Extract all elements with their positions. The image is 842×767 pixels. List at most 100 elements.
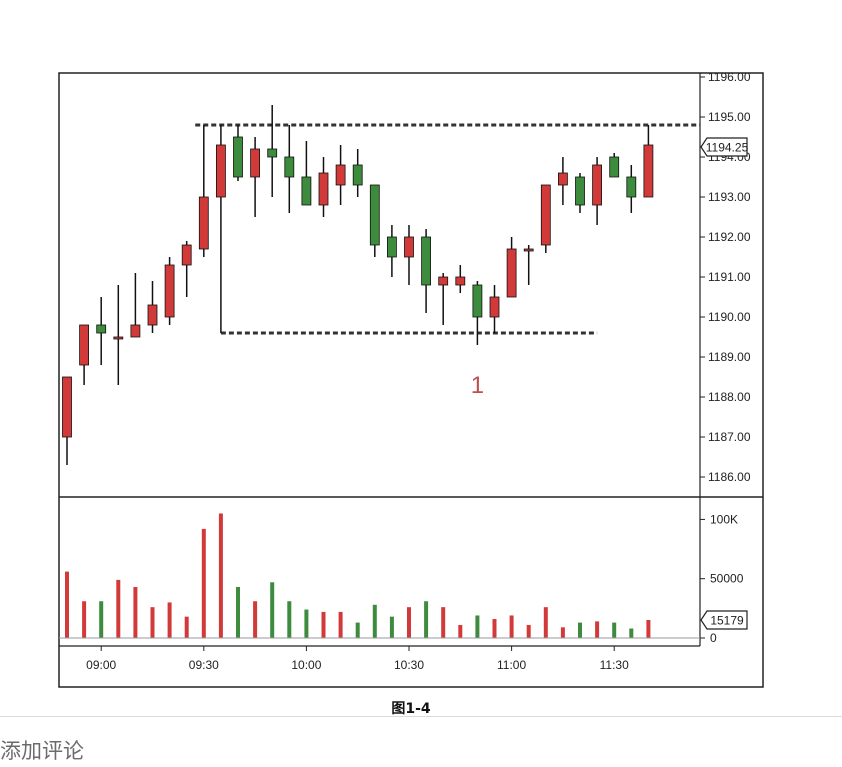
candle-body <box>472 284 483 318</box>
time-tick-label: 10:30 <box>394 658 424 672</box>
volume-bar <box>321 611 326 638</box>
candle-body <box>506 248 517 298</box>
volume-bar <box>578 622 582 638</box>
candle-body <box>609 156 620 178</box>
candlestick-chart: 1196.001195.001194.001193.001192.001191.… <box>58 70 764 716</box>
candle <box>626 165 637 213</box>
candle-body <box>369 184 380 246</box>
candle-body <box>455 276 466 286</box>
volume-bar <box>270 582 275 638</box>
volume-bars <box>65 513 651 638</box>
candle-body <box>523 248 534 252</box>
candle <box>404 225 414 285</box>
reference-lines <box>195 123 700 335</box>
candle <box>455 265 466 293</box>
candle-body <box>130 324 141 338</box>
candle <box>506 237 517 298</box>
candle-body <box>250 148 261 178</box>
candle <box>421 229 432 313</box>
candle <box>592 157 602 225</box>
price-tick-label: 1189.00 <box>708 350 751 364</box>
volume-tick-label: 100K <box>710 512 738 526</box>
candle <box>472 281 483 345</box>
candle <box>335 145 346 205</box>
candle-body <box>198 196 209 250</box>
candle-body <box>626 176 637 198</box>
annotation-label: 1 <box>471 372 484 399</box>
candle-body <box>489 296 500 318</box>
volume-bar <box>236 587 240 638</box>
volume-bar <box>133 587 138 638</box>
candle <box>233 125 243 181</box>
candle-body <box>540 184 551 246</box>
volume-bar <box>612 622 617 638</box>
volume-bar <box>65 571 69 638</box>
candle-body <box>301 176 312 206</box>
candle <box>147 281 158 333</box>
last-volume-label: 15179 <box>710 614 744 628</box>
volume-bar <box>184 616 189 638</box>
time-tick-label: 09:30 <box>189 658 219 672</box>
volume-bar <box>116 579 121 638</box>
last-price-box <box>700 137 748 157</box>
volume-bar <box>304 609 309 638</box>
volume-bar <box>355 622 360 638</box>
candle-body <box>233 136 243 178</box>
volume-bar <box>201 528 206 638</box>
candle <box>386 225 397 277</box>
time-tick-label: 11:30 <box>600 658 629 672</box>
volume-bar <box>167 602 172 638</box>
candle <box>558 157 568 205</box>
volume-bar <box>372 604 377 638</box>
price-tick-label: 1191.00 <box>708 270 751 284</box>
last-price-marker: 1194.25 <box>700 137 749 157</box>
chart-frame <box>58 72 764 688</box>
candle-body <box>79 324 89 366</box>
candle <box>609 153 620 178</box>
volume-bar <box>526 624 531 638</box>
candle <box>62 376 72 465</box>
candle <box>438 273 449 325</box>
candle-body <box>181 244 192 266</box>
candle-body <box>62 376 72 438</box>
candle <box>181 241 192 297</box>
candles <box>62 105 654 465</box>
candle-body <box>386 236 397 258</box>
volume-bar <box>629 628 634 638</box>
candle <box>164 257 175 325</box>
candle <box>96 297 107 365</box>
candle <box>575 173 585 213</box>
price-tick-label: 1188.00 <box>708 390 751 404</box>
candle-body <box>352 164 363 186</box>
price-tick-label: 1186.00 <box>708 470 751 484</box>
volume-bar <box>595 621 600 638</box>
figure-caption: 图1-4 <box>391 701 431 716</box>
add-comment-link[interactable]: 添加评论 <box>0 739 84 763</box>
time-axis-ticks: 09:00 09:30 10:00 10:30 11:00 11:30 <box>86 646 629 672</box>
volume-bar <box>543 607 548 638</box>
volume-bar <box>475 615 480 638</box>
candle-body <box>438 276 449 286</box>
candle-body <box>284 156 295 178</box>
volume-bar <box>338 611 343 638</box>
candle-body <box>575 176 585 206</box>
candle-body <box>164 264 175 318</box>
candle <box>301 141 312 206</box>
candle <box>250 137 261 217</box>
volume-bar <box>424 601 429 638</box>
candle <box>369 184 380 257</box>
volume-bar <box>82 601 87 638</box>
price-axis-ticks: 1196.001195.001194.001193.001192.001191.… <box>700 70 751 484</box>
price-tick-label: 1196.00 <box>708 70 751 84</box>
volume-bar <box>389 616 394 638</box>
candle <box>284 125 295 213</box>
price-tick-label: 1190.00 <box>708 310 751 324</box>
candle-body <box>335 164 346 186</box>
volume-bar <box>218 513 223 638</box>
candle-body <box>558 172 568 186</box>
candle <box>198 125 209 257</box>
last-price-label: 1194.25 <box>706 141 749 155</box>
candle-body <box>96 324 107 334</box>
candle-body <box>404 236 414 258</box>
last-volume-box <box>700 610 748 630</box>
